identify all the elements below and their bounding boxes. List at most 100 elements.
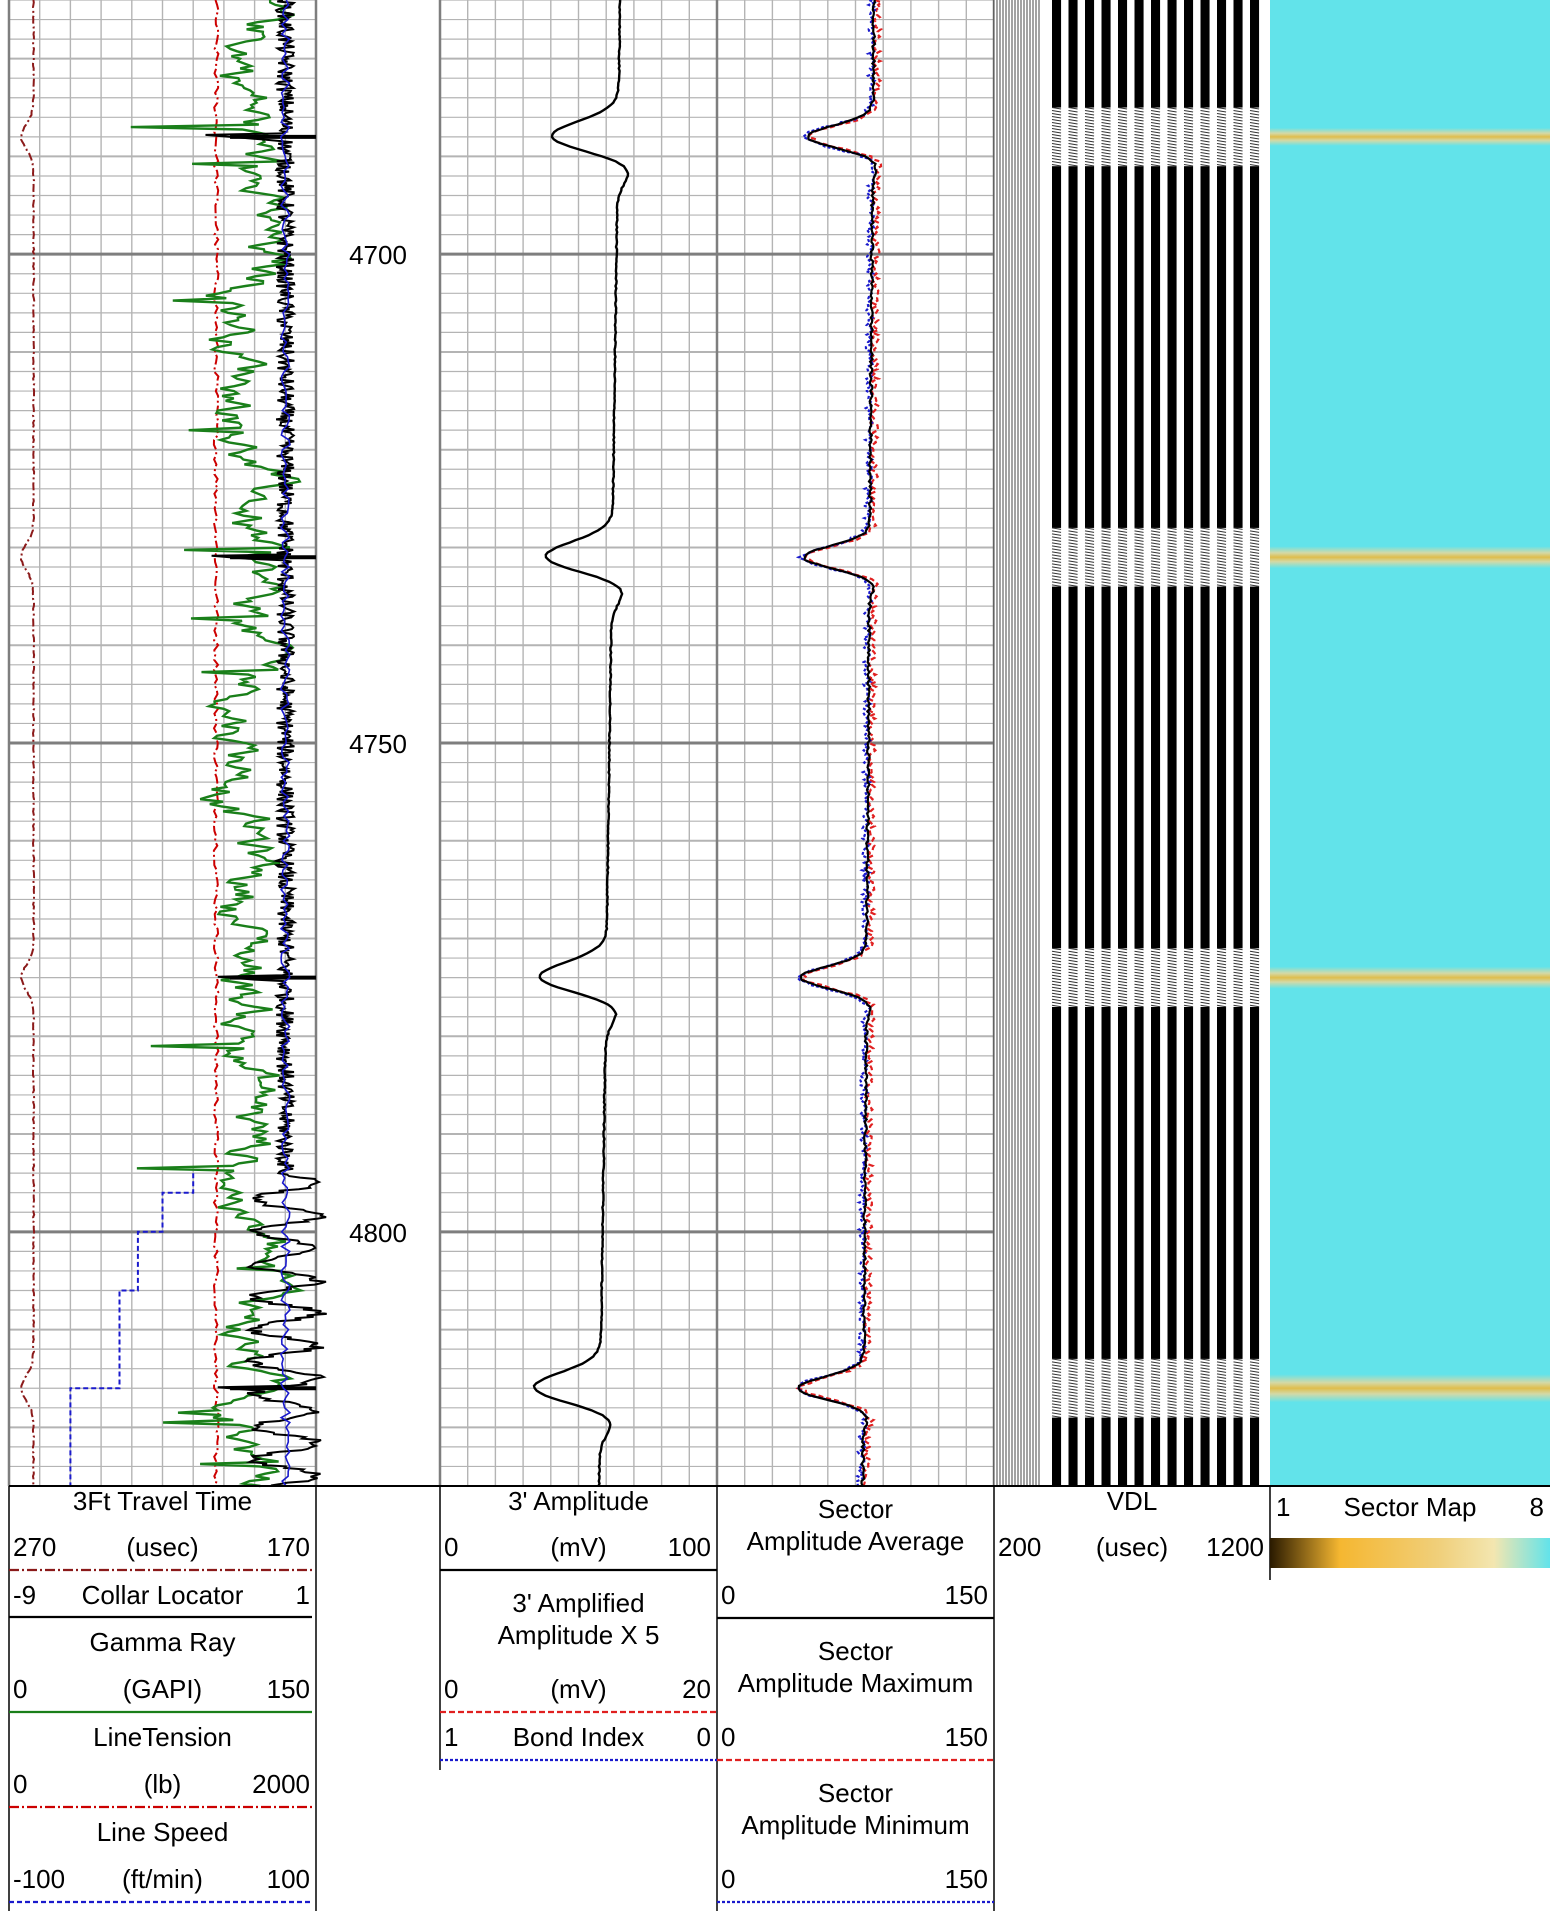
vdl-collar-texture [1183, 122, 1194, 125]
vdl-collar-texture [1084, 1394, 1095, 1397]
vdl-collar-texture [1051, 140, 1062, 143]
vdl-collar-texture [1101, 152, 1111, 155]
vdl-collar-texture [1084, 581, 1095, 584]
vdl-collar-texture [1134, 131, 1144, 134]
vdl-collar-texture [1101, 1358, 1111, 1361]
vdl-collar-texture [1101, 575, 1111, 578]
vdl-collar-texture [1134, 548, 1144, 551]
vdl-collar-texture [1200, 539, 1210, 542]
vdl-collar-texture [1183, 128, 1194, 131]
track4-scale-left: 0 [721, 1580, 736, 1610]
vdl-collar-texture [1249, 149, 1260, 152]
vdl-collar-texture [1101, 569, 1111, 572]
vdl-collar-texture [1233, 1409, 1243, 1412]
vdl-collar-texture [1233, 557, 1243, 560]
vdl-collar-texture [1084, 965, 1095, 969]
vdl-collar-texture [1134, 953, 1144, 957]
vdl-collar-texture [1084, 110, 1095, 113]
vdl-collar-texture [1051, 950, 1062, 954]
vdl-collar-texture [1249, 1412, 1260, 1415]
vdl-collar-texture [1200, 527, 1210, 530]
vdl-collar-texture [1167, 575, 1177, 578]
vdl-collar-texture [1084, 1367, 1095, 1370]
vdl-collar-texture [1134, 1406, 1144, 1409]
vdl-collar-texture [1249, 536, 1260, 539]
vdl-collar-texture [1150, 992, 1161, 996]
vdl-collar-texture [1068, 995, 1078, 999]
vdl-collar-texture [1068, 164, 1078, 167]
vdl-collar-texture [1084, 980, 1095, 984]
vdl-collar-texture [1233, 1382, 1243, 1385]
vdl-collar-texture [1233, 1400, 1243, 1403]
vdl-collar-texture [1200, 965, 1210, 969]
vdl-collar-texture [1249, 122, 1260, 125]
vdl-collar-texture [1183, 584, 1194, 587]
vdl-collar-texture [1183, 1412, 1194, 1415]
vdl-band [1085, 166, 1095, 528]
vdl-collar-texture [1183, 569, 1194, 572]
vdl-collar-texture [1167, 1358, 1177, 1361]
vdl-collar-texture [1200, 116, 1210, 119]
vdl-collar-texture [1200, 131, 1210, 134]
vdl-band [1101, 0, 1111, 108]
vdl-collar-texture [1200, 566, 1210, 569]
vdl-band [1233, 586, 1243, 949]
vdl-collar-texture [1183, 950, 1194, 954]
vdl-collar-texture [1150, 995, 1161, 999]
vdl-collar-texture [1101, 155, 1111, 158]
vdl-collar-texture [1249, 545, 1260, 548]
track1-scale-right: 2000 [252, 1769, 310, 1799]
vdl-collar-texture [1167, 545, 1177, 548]
vdl-collar-texture [1051, 134, 1062, 137]
vdl-collar-texture [1068, 986, 1078, 990]
track3-title: Amplitude X 5 [497, 1620, 660, 1650]
vdl-collar-texture [1068, 1376, 1078, 1379]
vdl-collar-texture [1101, 134, 1111, 137]
line-tension-curve [212, 0, 220, 1487]
vdl-collar-texture [1150, 1001, 1161, 1005]
vdl-collar-texture [1101, 995, 1111, 999]
vdl-band [1118, 586, 1128, 949]
vdl-collar-texture [1150, 968, 1161, 972]
vdl-collar-texture [1150, 998, 1161, 1002]
vdl-band [1101, 586, 1111, 949]
vdl-collar-texture [1150, 1379, 1161, 1382]
vdl-collar-texture [1200, 548, 1210, 551]
vdl-collar-texture [1117, 947, 1128, 951]
vdl-collar-texture [1051, 968, 1062, 972]
vdl-collar-texture [1117, 152, 1128, 155]
vdl-collar-texture [1101, 110, 1111, 113]
vdl-collar-texture [1117, 539, 1128, 542]
vdl-collar-texture [1216, 527, 1227, 530]
vdl-collar-texture [1183, 1373, 1194, 1376]
vdl-collar-texture [1183, 1394, 1194, 1397]
vdl-collar-texture [1101, 965, 1111, 969]
vdl-collar-texture [1233, 161, 1243, 164]
vdl-collar-texture [1249, 980, 1260, 984]
vdl-collar-texture [1068, 542, 1078, 545]
vdl-collar-texture [1233, 1379, 1243, 1382]
vdl-collar-texture [1084, 566, 1095, 569]
vdl-collar-texture [1150, 584, 1161, 587]
vdl-collar-texture [1117, 557, 1128, 560]
vdl-collar-texture [1233, 122, 1243, 125]
vdl-band [1233, 1417, 1243, 1486]
vdl-collar-texture [1101, 119, 1111, 122]
vdl-collar-texture [1051, 983, 1062, 987]
vdl-collar-texture [1068, 116, 1078, 119]
vdl-collar-texture [1216, 155, 1227, 158]
track4-scale-left: 0 [721, 1722, 736, 1752]
vdl-collar-texture [1200, 953, 1210, 957]
vdl-collar-texture [1183, 986, 1194, 990]
vdl-collar-texture [1200, 980, 1210, 984]
vdl-collar-texture [1167, 968, 1177, 972]
vdl-collar-texture [1183, 1376, 1194, 1379]
vdl-band [1085, 1006, 1095, 1359]
vdl-collar-texture [1084, 128, 1095, 131]
vdl-collar-texture [1233, 1373, 1243, 1376]
vdl-collar-texture [1233, 530, 1243, 533]
vdl-collar-texture [1216, 581, 1227, 584]
vdl-collar-texture [1216, 1403, 1227, 1406]
vdl-collar-texture [1084, 1385, 1095, 1388]
vdl-collar-texture [1134, 986, 1144, 990]
